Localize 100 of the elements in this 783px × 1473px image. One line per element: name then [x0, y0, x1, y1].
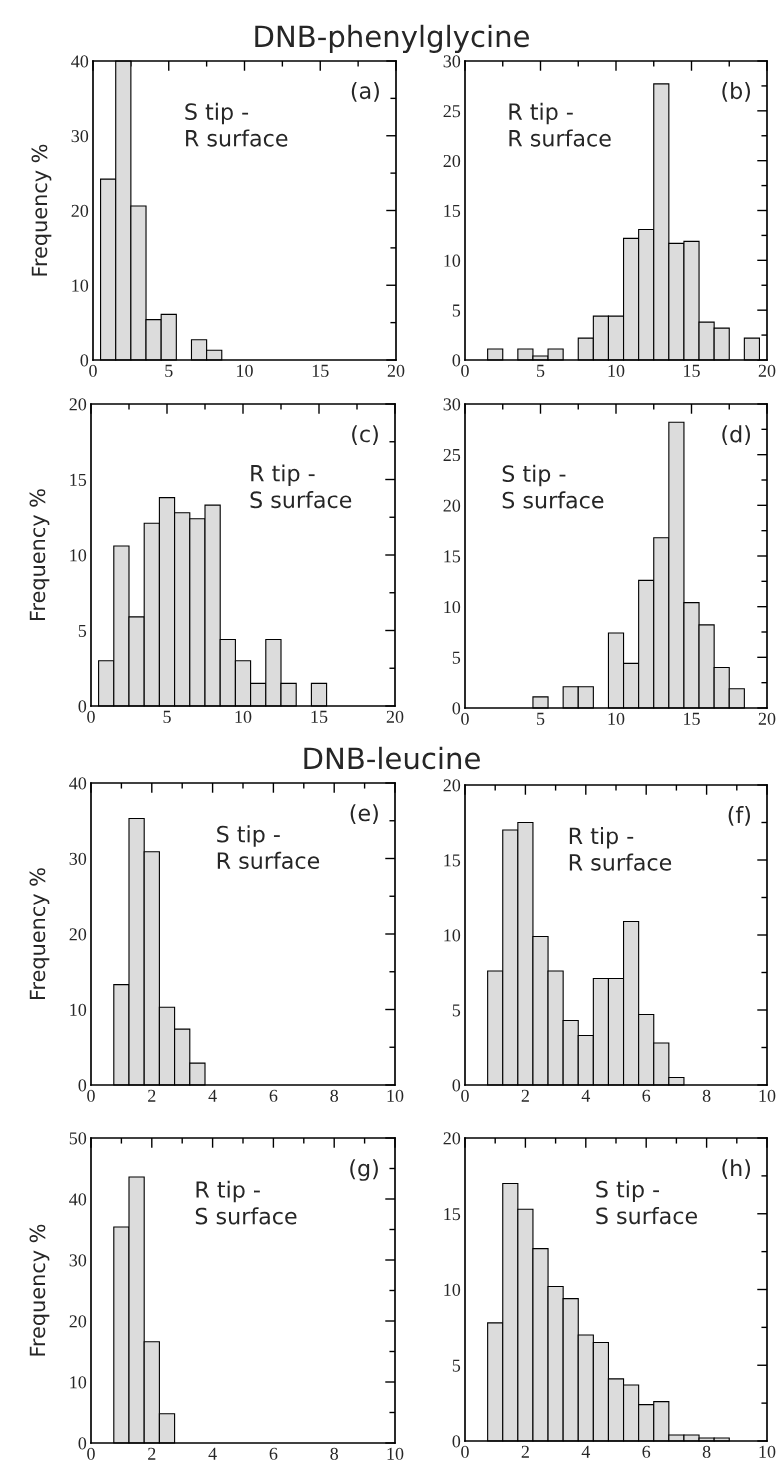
- y-tick-label: 15: [444, 204, 461, 217]
- y-tick-label: 20: [69, 1315, 87, 1328]
- y-tick-label: 5: [78, 624, 87, 637]
- y-tick-label: 20: [69, 928, 87, 941]
- y-tick-label: 50: [69, 1132, 87, 1145]
- y-tick-label: 0: [78, 1437, 87, 1450]
- annotation: R tip - S surface: [250, 464, 352, 509]
- x-tick-label: 15: [312, 364, 329, 377]
- annotation: (d): [722, 425, 750, 446]
- x-tick-label: 10: [237, 364, 253, 377]
- y-axis-title: Frequency %: [31, 144, 52, 276]
- annotation: R tip - R surface: [569, 827, 672, 871]
- annotation: (a): [351, 81, 379, 102]
- x-tick-label: 0: [89, 364, 97, 377]
- chart-title: DNB-leucine: [304, 746, 480, 770]
- y-axis-title: Frequency %: [29, 868, 50, 999]
- y-tick-label: 20: [71, 204, 89, 217]
- x-tick-label: 2: [148, 1089, 156, 1102]
- x-tick-label: 4: [581, 1089, 591, 1102]
- x-tick-label: 6: [642, 1089, 651, 1102]
- y-tick-label: 40: [69, 1193, 87, 1206]
- y-tick-label: 15: [444, 550, 461, 563]
- y-tick-label: 10: [70, 1376, 87, 1389]
- x-tick-label: 10: [608, 712, 625, 725]
- x-tick-label: 4: [581, 1445, 591, 1458]
- y-tick-label: 0: [452, 1435, 461, 1448]
- y-tick-label: 0: [80, 354, 89, 367]
- annotation: S tip - R surface: [185, 102, 288, 147]
- y-tick-label: 10: [444, 254, 461, 267]
- x-tick-label: 10: [387, 1447, 404, 1460]
- x-tick-label: 10: [235, 710, 252, 723]
- annotation: (e): [350, 804, 378, 824]
- y-tick-label: 10: [72, 279, 89, 292]
- x-tick-label: 0: [461, 364, 469, 377]
- annotation: (h): [722, 1159, 750, 1180]
- annotation: (b): [722, 81, 750, 102]
- x-tick-label: 10: [608, 364, 625, 377]
- x-tick-label: 8: [702, 1089, 711, 1102]
- y-tick-label: 0: [452, 354, 461, 367]
- y-tick-label: 0: [452, 702, 461, 715]
- x-tick-label: 8: [330, 1447, 339, 1460]
- y-tick-label: 10: [70, 549, 87, 562]
- y-tick-label: 15: [444, 1208, 461, 1221]
- y-tick-label: 5: [452, 304, 461, 317]
- x-tick-label: 4: [208, 1447, 217, 1460]
- y-axis-title: Frequency %: [29, 489, 50, 620]
- annotation: S tip - S surface: [596, 1180, 697, 1225]
- x-tick-label: 0: [461, 1445, 469, 1458]
- y-tick-label: 40: [71, 55, 89, 68]
- annotation: (c): [352, 425, 378, 445]
- y-tick-label: 30: [443, 55, 461, 68]
- x-tick-label: 6: [642, 1445, 651, 1458]
- x-tick-label: 20: [386, 710, 404, 723]
- annotation: (f): [728, 806, 750, 826]
- x-tick-label: 0: [461, 1089, 469, 1102]
- y-tick-label: 20: [443, 779, 461, 792]
- x-tick-label: 6: [269, 1089, 278, 1102]
- x-tick-label: 10: [759, 1089, 776, 1102]
- y-tick-label: 20: [443, 1132, 461, 1145]
- y-tick-label: 5: [452, 651, 461, 664]
- y-tick-label: 5: [452, 1004, 461, 1017]
- y-axis-title: Frequency %: [29, 1224, 50, 1356]
- x-tick-label: 6: [269, 1447, 278, 1460]
- x-tick-label: 5: [165, 364, 173, 377]
- x-tick-label: 10: [387, 1089, 404, 1102]
- x-tick-label: 20: [758, 364, 776, 377]
- x-tick-label: 5: [537, 712, 545, 725]
- y-tick-label: 15: [70, 473, 87, 486]
- y-tick-label: 20: [69, 398, 87, 411]
- x-tick-label: 2: [148, 1447, 156, 1460]
- y-tick-label: 30: [69, 852, 87, 865]
- annotation: (g): [350, 1159, 378, 1181]
- x-tick-label: 5: [163, 710, 171, 723]
- y-tick-label: 0: [78, 1079, 87, 1092]
- x-tick-label: 8: [702, 1445, 711, 1458]
- annotation: S tip - S surface: [502, 464, 604, 509]
- y-tick-label: 5: [452, 1359, 461, 1372]
- y-tick-label: 10: [70, 1003, 87, 1016]
- y-tick-label: 15: [444, 854, 461, 867]
- x-tick-label: 4: [208, 1089, 217, 1102]
- x-tick-label: 8: [330, 1089, 339, 1102]
- y-tick-label: 25: [443, 105, 461, 118]
- x-tick-label: 10: [759, 1445, 776, 1458]
- y-tick-label: 0: [452, 1079, 461, 1092]
- x-tick-label: 20: [387, 364, 405, 377]
- annotation: R tip - R surface: [509, 102, 611, 147]
- x-tick-label: 5: [537, 364, 545, 377]
- x-tick-label: 15: [684, 364, 700, 377]
- x-tick-label: 0: [461, 712, 469, 725]
- x-tick-label: 20: [758, 712, 776, 725]
- annotation: R tip - S surface: [195, 1180, 297, 1225]
- y-tick-label: 30: [443, 398, 461, 411]
- y-tick-label: 10: [444, 600, 461, 614]
- y-tick-label: 25: [443, 448, 461, 462]
- annotation: S tip - R surface: [217, 825, 320, 870]
- y-tick-label: 30: [71, 130, 89, 143]
- y-tick-label: 40: [69, 777, 87, 790]
- x-tick-label: 15: [311, 710, 328, 723]
- y-tick-label: 0: [78, 700, 87, 713]
- y-tick-label: 10: [444, 929, 461, 942]
